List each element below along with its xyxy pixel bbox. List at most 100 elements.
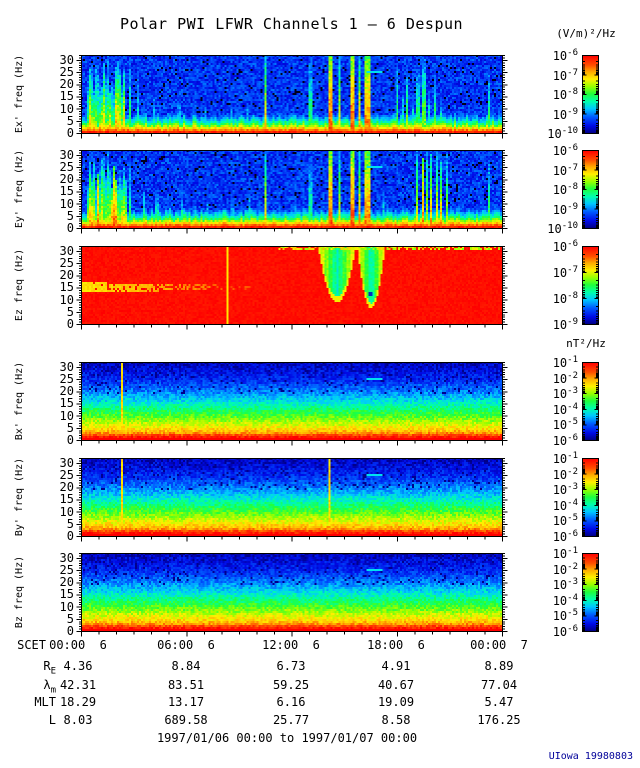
y-tick-label: 30 xyxy=(59,147,74,162)
y-tick-label: 10 xyxy=(59,504,74,519)
x-tick-label: 06:00 6 xyxy=(157,638,215,652)
colorbar-tick-label: 10-10 xyxy=(547,126,578,141)
y-tick-label: 20 xyxy=(59,77,74,92)
y-tick-label: 25 xyxy=(59,563,74,578)
y-axis-label-ez: Ez freq (Hz) xyxy=(14,248,25,322)
colorbar-ez xyxy=(582,246,598,324)
y-tick-label: 25 xyxy=(59,65,74,80)
ephemeris-row-label: RE xyxy=(43,659,56,677)
y-tick-label: 0 xyxy=(66,624,74,638)
spectrogram-image-by xyxy=(81,458,502,536)
y-tick-label: 5 xyxy=(66,113,74,128)
colorbar-frame-bz xyxy=(582,553,599,632)
axis-frame-bx xyxy=(76,362,508,446)
ephemeris-value: 40.67 xyxy=(377,678,415,692)
y-tick-label: 25 xyxy=(59,256,74,271)
y-tick-label: 30 xyxy=(59,243,74,258)
y-tick-label: 30 xyxy=(59,455,74,470)
ephemeris-value: 8.03 xyxy=(63,713,93,727)
x-tick-label: 00:00 6 xyxy=(49,638,107,652)
ephemeris-value: 42.31 xyxy=(59,678,97,692)
axis-frame-bz xyxy=(76,553,508,637)
colorbar-tick-label: 10-6 xyxy=(552,529,578,544)
colorbar-tick-label: 10-10 xyxy=(547,221,578,236)
y-tick-label: 30 xyxy=(59,550,74,565)
colorbar-tick-label: 10-8 xyxy=(552,291,578,306)
y-tick-label: 15 xyxy=(59,396,74,411)
ephemeris-value: 4.36 xyxy=(63,659,93,673)
colorbar-tick-label: 10-7 xyxy=(552,265,578,280)
colorbar-tick-label: 10-5 xyxy=(552,608,578,624)
axis-frame-ex xyxy=(76,55,508,139)
colorbar-tick-label: 10-2 xyxy=(552,466,578,482)
y-axis-label-bx: Bx' freq (Hz) xyxy=(14,361,25,441)
spectrogram-image-ey xyxy=(81,150,502,228)
colorbar-tick-label: 10-4 xyxy=(552,497,578,513)
spectrogram-image-ex xyxy=(81,55,502,133)
y-tick-label: 20 xyxy=(59,575,74,590)
y-tick-label: 25 xyxy=(59,160,74,175)
y-tick-label: 0 xyxy=(66,529,74,543)
y-tick-label: 30 xyxy=(59,359,74,374)
ephemeris-row-label: L xyxy=(48,713,56,727)
y-tick-label: 0 xyxy=(66,126,74,140)
ephemeris-value: 689.58 xyxy=(164,713,208,727)
y-axis-label-bz: Bz freq (Hz) xyxy=(14,555,25,629)
unit-label-electric: (V/m)²/Hz xyxy=(556,27,616,40)
scet-row-label: SCET xyxy=(17,638,46,652)
colorbar-tick-label: 10-9 xyxy=(552,106,578,122)
y-axis-label-by: By' freq (Hz) xyxy=(14,457,25,537)
colorbar-tick-label: 10-2 xyxy=(552,370,578,386)
y-tick-label: 5 xyxy=(66,304,74,319)
colorbar-tick-label: 10-1 xyxy=(552,451,578,466)
colorbar-bz xyxy=(582,553,598,631)
date-range: 1997/01/06 00:00 to 1997/01/07 00:00 xyxy=(156,731,418,745)
y-tick-label: 5 xyxy=(66,516,74,531)
colorbar-tick-label: 10-7 xyxy=(552,67,578,83)
colorbar-tick-label: 10-4 xyxy=(552,401,578,417)
ephemeris-value: 83.51 xyxy=(167,678,205,692)
ephemeris-value: 19.09 xyxy=(377,695,415,709)
y-tick-label: 15 xyxy=(59,89,74,104)
axis-frame-ez xyxy=(76,246,508,330)
credit-label: UIowa 19980803 xyxy=(548,751,633,762)
y-tick-label: 10 xyxy=(59,196,74,211)
x-tick-label: 18:00 6 xyxy=(367,638,425,652)
ephemeris-value: 25.77 xyxy=(272,713,310,727)
ephemeris-value: 18.29 xyxy=(59,695,97,709)
ephemeris-value: 4.91 xyxy=(381,659,411,673)
colorbar-tick-label: 10-7 xyxy=(552,162,578,178)
x-tick-label: 12:00 6 xyxy=(262,638,320,652)
ephemeris-value: 59.25 xyxy=(272,678,310,692)
ephemeris-value: 6.16 xyxy=(276,695,306,709)
colorbar-tick-label: 10-5 xyxy=(552,513,578,529)
y-axis-label-ey: Ey' freq (Hz) xyxy=(14,149,25,229)
y-tick-label: 5 xyxy=(66,420,74,435)
colorbar-tick-label: 10-6 xyxy=(552,433,578,448)
colorbar-tick-label: 10-2 xyxy=(552,561,578,577)
y-tick-label: 20 xyxy=(59,384,74,399)
ephemeris-row-label: λm xyxy=(43,678,56,696)
y-tick-label: 25 xyxy=(59,372,74,387)
ephemeris-value: 8.89 xyxy=(484,659,514,673)
ephemeris-value: 77.04 xyxy=(480,678,518,692)
y-tick-label: 0 xyxy=(66,433,74,447)
y-tick-label: 15 xyxy=(59,492,74,507)
colorbar-tick-label: 10-3 xyxy=(552,482,578,498)
ephemeris-row-label: MLT xyxy=(34,695,56,709)
spectrogram-image-bx xyxy=(81,362,502,440)
colorbar-tick-label: 10-8 xyxy=(552,87,578,102)
unit-label-magnetic: nT²/Hz xyxy=(566,337,606,350)
y-tick-label: 0 xyxy=(66,221,74,235)
y-tick-label: 25 xyxy=(59,468,74,483)
colorbar-frame-ez xyxy=(582,246,599,325)
y-axis-label-ex: Ex' freq (Hz) xyxy=(14,54,25,134)
colorbar-tick-label: 10-8 xyxy=(552,182,578,197)
y-tick-label: 30 xyxy=(59,52,74,67)
colorbar-tick-label: 10-6 xyxy=(552,143,578,158)
colorbar-tick-label: 10-3 xyxy=(552,386,578,402)
axis-frame-ey xyxy=(76,150,508,234)
y-tick-label: 10 xyxy=(59,408,74,423)
y-tick-label: 20 xyxy=(59,480,74,495)
